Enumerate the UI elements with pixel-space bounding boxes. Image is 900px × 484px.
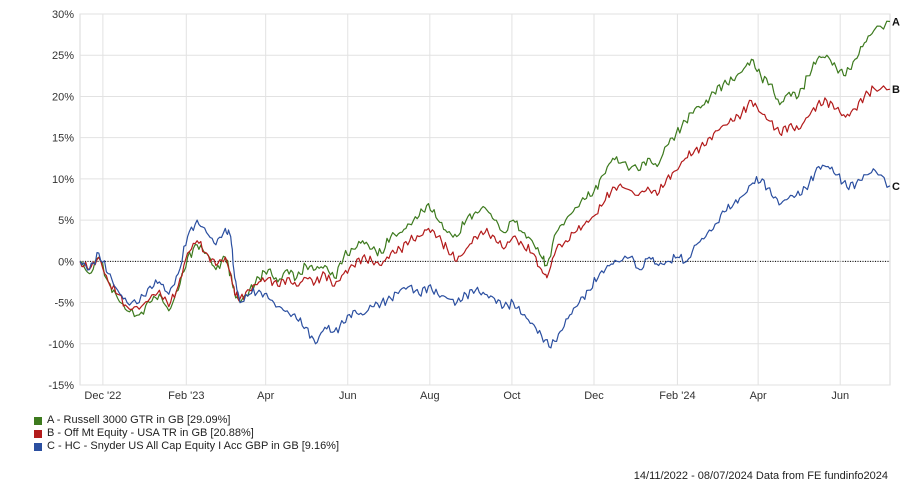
footer-date-range: 14/11/2022 - 08/07/2024 <box>633 470 753 482</box>
plot-area <box>79 13 891 386</box>
series-lines <box>79 20 891 349</box>
legend-swatch-c <box>34 442 42 451</box>
legend-label-c: C - HC - Snyder US All Cap Equity I Acc … <box>47 440 340 452</box>
footer-source: Data from FE fundinfo2024 <box>755 470 888 482</box>
x-tick-label: Dec '22 <box>84 390 121 402</box>
x-tick-label: Feb '23 <box>168 390 204 402</box>
series-line <box>79 85 891 311</box>
y-tick-label: 0% <box>58 256 74 268</box>
legend-item-b: B - Off Mt Equity - USA TR in GB [20.88%… <box>34 427 339 440</box>
legend-label-a: A - Russell 3000 GTR in GB [29.09%] <box>47 414 231 426</box>
x-tick-label: Aug <box>420 390 440 402</box>
y-tick-label: 20% <box>52 91 74 103</box>
y-tick-label: 5% <box>58 215 74 227</box>
footer: 14/11/2022 - 08/07/2024 Data from FE fun… <box>634 470 888 482</box>
legend-label-b: B - Off Mt Equity - USA TR in GB [20.88%… <box>47 427 254 439</box>
y-tick-label: 10% <box>52 174 74 186</box>
series-end-label: A <box>892 17 900 29</box>
series-line <box>79 20 891 318</box>
series-line <box>79 164 891 349</box>
x-tick-label: Dec <box>584 390 604 402</box>
legend-swatch-a <box>34 416 42 425</box>
line-chart: 30% 25% 20% 15% 10% 5% 0% -5% -10% -15% Dec '22 Feb… <box>48 9 900 402</box>
y-tick-label: 25% <box>52 50 74 62</box>
y-tick-label: -5% <box>54 298 74 310</box>
x-tick-label: Jun <box>339 390 357 402</box>
series-end-labels: A B C <box>892 17 900 193</box>
series-end-label: B <box>892 84 900 96</box>
x-tick-label: Jun <box>831 390 849 402</box>
y-tick-label: -15% <box>48 380 74 392</box>
series-end-label: C <box>892 181 900 193</box>
x-tick-label: Oct <box>503 390 520 402</box>
x-tick-label: Apr <box>257 390 274 402</box>
y-tick-label: 15% <box>52 133 74 145</box>
legend-swatch-b <box>34 429 42 438</box>
y-tick-label: 30% <box>52 9 74 21</box>
axes: 30% 25% 20% 15% 10% 5% 0% -5% -10% -15% Dec '22 Feb… <box>48 9 849 402</box>
legend-item-a: A - Russell 3000 GTR in GB [29.09%] <box>34 414 339 427</box>
x-tick-label: Feb '24 <box>659 390 695 402</box>
x-tick-label: Apr <box>750 390 767 402</box>
legend-item-c: C - HC - Snyder US All Cap Equity I Acc … <box>34 440 339 453</box>
y-tick-label: -10% <box>48 339 74 351</box>
legend: A - Russell 3000 GTR in GB [29.09%] B - … <box>34 414 339 453</box>
